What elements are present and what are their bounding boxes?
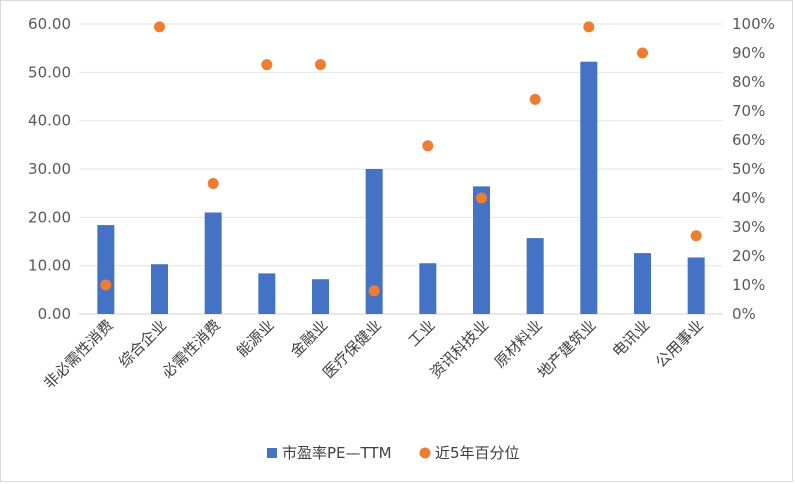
y-left-tick-label: 30.00: [28, 160, 71, 178]
bar: [97, 225, 115, 314]
y-right-tick-label: 10%: [732, 276, 765, 294]
bar: [580, 61, 598, 315]
data-point: [637, 47, 648, 59]
y-right-tick-label: 20%: [732, 247, 765, 265]
data-point: [100, 279, 112, 291]
category-label: 必需性消费: [158, 316, 224, 382]
category-label: 能源业: [233, 316, 278, 361]
y-axis-right: 0% 10% 20% 30% 40% 50% 60% 70% 80% 90% 100%: [732, 15, 775, 323]
bar: [151, 264, 168, 314]
y-right-tick-label: 50%: [732, 160, 765, 178]
category-label: 地产建筑业: [534, 316, 600, 382]
legend-label-point: 近5年百分位: [435, 444, 520, 462]
category-label: 非必需性消费: [40, 316, 116, 392]
bar: [365, 169, 383, 314]
bar: [204, 212, 222, 314]
category-label: 工业: [405, 316, 439, 350]
data-point: [207, 178, 219, 189]
y-left-tick-label: 60.00: [28, 15, 71, 33]
y-left-tick-label: 50.00: [28, 63, 71, 81]
y-left-tick-label: 20.00: [28, 208, 71, 226]
y-right-tick-label: 60%: [732, 131, 765, 149]
bar: [473, 186, 490, 314]
data-point: [529, 93, 541, 105]
bar: [312, 279, 329, 314]
bar: [258, 273, 276, 314]
data-point: [583, 21, 595, 33]
legend-swatch-point: [419, 447, 431, 459]
category-label: 原材料业: [491, 316, 546, 371]
data-point: [154, 21, 165, 33]
legend: 市盈率PE—TTM 近5年百分位: [267, 444, 520, 462]
legend-swatch-bar: [267, 448, 277, 458]
category-label: 综合企业: [115, 316, 170, 371]
gridlines: [79, 23, 723, 315]
bar-series: [97, 61, 705, 315]
category-label: 资讯科技业: [427, 316, 493, 382]
y-left-tick-label: 40.00: [28, 112, 71, 130]
data-point: [315, 59, 326, 71]
bar: [634, 253, 651, 314]
data-point: [690, 230, 702, 242]
legend-label-bar: 市盈率PE—TTM: [282, 444, 392, 462]
data-point: [261, 59, 273, 71]
y-right-tick-label: 30%: [732, 218, 765, 236]
data-point: [422, 140, 434, 152]
data-point: [476, 192, 487, 204]
y-right-tick-label: 0%: [732, 305, 756, 323]
y-axis-left: 0.00 10.00 20.00 30.00 40.00 50.00 60.00: [28, 15, 71, 323]
y-left-tick-label: 10.00: [28, 257, 71, 275]
y-right-tick-label: 100%: [732, 15, 775, 33]
category-label: 医疗保健业: [319, 316, 385, 382]
category-label: 电讯业: [609, 316, 654, 361]
y-right-tick-label: 80%: [732, 73, 765, 91]
y-right-tick-label: 70%: [732, 102, 765, 120]
y-left-tick-label: 0.00: [38, 305, 71, 323]
data-point: [368, 285, 380, 297]
category-label: 金融业: [287, 316, 332, 361]
y-right-tick-label: 90%: [732, 44, 765, 62]
point-series: [100, 21, 702, 297]
bar: [526, 238, 544, 314]
bar: [687, 257, 705, 314]
y-right-tick-label: 40%: [732, 189, 765, 207]
bar: [419, 263, 437, 314]
category-label: 公用事业: [652, 316, 707, 371]
